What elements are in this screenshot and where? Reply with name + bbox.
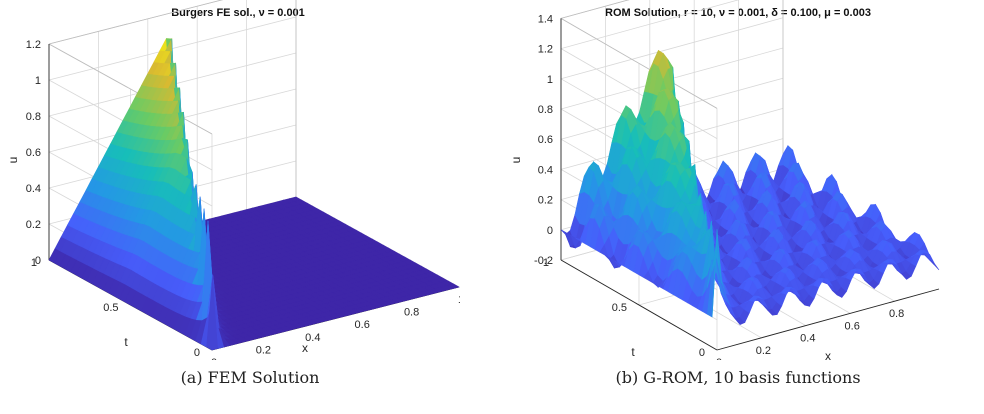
u-axis-label: u (509, 157, 523, 164)
t-axis-label: t (631, 345, 635, 359)
t-tick-label: 0.5 (103, 302, 118, 314)
x-axis-label: x (302, 341, 308, 355)
u-tick-label: 0.2 (538, 195, 553, 207)
plot-box-edge (48, 43, 213, 135)
figure-caption-b: (b) G-ROM, 10 basis functions (615, 368, 861, 387)
u-tick-label: 0.8 (538, 104, 553, 116)
x-tick-label: 0 (716, 357, 722, 360)
surface-patch (924, 252, 935, 264)
t-tick-label: 0 (194, 347, 200, 359)
surface-patch (446, 283, 460, 289)
plot-box-edge (560, 18, 718, 109)
x-tick-label: 0.4 (305, 332, 320, 344)
surface-patch (929, 259, 940, 271)
x-axis-line (716, 288, 940, 351)
gridline (560, 17, 784, 80)
u-tick-label: 0.8 (26, 111, 41, 123)
x-tick-label: 0.8 (404, 307, 419, 319)
t-axis-line (560, 259, 718, 351)
u-tick-label: 1.2 (538, 44, 553, 56)
u-tick-label: 0 (35, 255, 41, 267)
chart-title: Burgers FE sol., ν = 0.001 (171, 7, 305, 19)
figure-caption-a: (a) FEM Solution (180, 368, 320, 387)
u-tick-label: 0.4 (26, 183, 41, 195)
x-tick-label: 0.6 (845, 320, 860, 332)
t-tick-label: 1 (543, 257, 549, 269)
u-tick-label: 0.4 (538, 164, 553, 176)
x-tick-label: 0.2 (756, 345, 771, 357)
t-tick-label: 1 (31, 257, 37, 269)
x-tick-label: 0.4 (800, 333, 815, 345)
x-tick-label: 0.6 (355, 319, 370, 331)
u-tick-label: 0.6 (538, 134, 553, 146)
chart-title: ROM Solution, r = 10, ν = 0.001, δ = 0.1… (605, 7, 871, 19)
rom-solution-surface-plot: ROM Solution, r = 10, ν = 0.001, δ = 0.1… (509, 0, 940, 360)
x-tick-label: 1 (458, 294, 460, 306)
u-tick-label: 1.4 (538, 13, 553, 25)
t-tick-label: 0 (699, 347, 705, 359)
u-tick-label: 1 (35, 75, 41, 87)
plot-box-edge (48, 0, 224, 45)
u-tick-label: 1 (547, 74, 553, 86)
u-tick-label: -0.2 (534, 255, 553, 267)
plot-box-edge (560, 0, 630, 19)
fem-solution-surface-plot: Burgers FE sol., ν = 0.001 0 0.2 0.4 0.6 0.8… (6, 0, 460, 360)
x-tick-label: 0 (211, 357, 217, 360)
gridline (560, 0, 740, 49)
u-tick-label: 0.2 (26, 219, 41, 231)
u-tick-label: 0 (547, 225, 553, 237)
u-tick-label: 0.6 (26, 147, 41, 159)
u-axis-label: u (6, 157, 20, 164)
u-tick-label: 1.2 (26, 39, 41, 51)
t-tick-label: 0.5 (612, 302, 627, 314)
t-axis-label: t (124, 335, 128, 349)
x-tick-label: 0.2 (256, 344, 271, 356)
x-tick-label: 0.8 (889, 308, 904, 320)
x-axis-label: x (825, 349, 831, 360)
